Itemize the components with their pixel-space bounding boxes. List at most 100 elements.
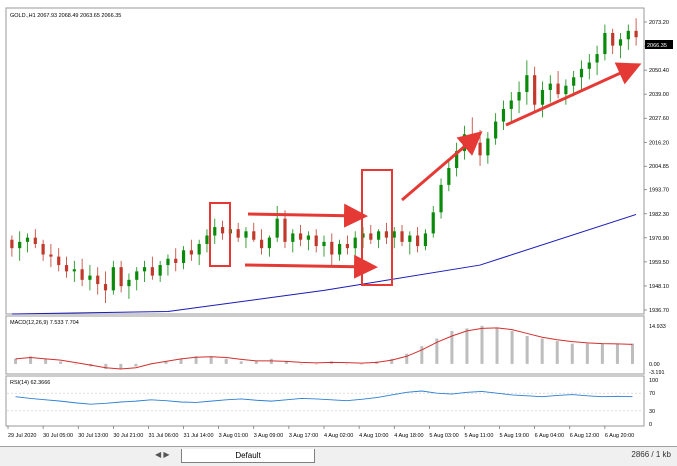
candle-body: [603, 32, 607, 55]
candle-body: [103, 284, 108, 291]
candle-body: [486, 138, 490, 156]
macd-bar: [29, 356, 33, 364]
candle-body: [41, 243, 45, 255]
time-tick-label: 6 Aug 20:00: [605, 433, 634, 439]
candle-body: [494, 121, 498, 139]
candle-body: [49, 254, 53, 257]
macd-frame: [5, 315, 645, 375]
candle-body: [275, 218, 279, 238]
time-tick-label: 3 Aug 09:00: [254, 433, 283, 439]
candle-body: [517, 92, 521, 101]
annotation-arrow-3: [401, 131, 483, 202]
macd-signal-line: [15, 327, 633, 370]
time-tick-label: 6 Aug 12:00: [570, 433, 599, 439]
candle-body: [142, 267, 147, 272]
macd-bar: [345, 363, 349, 365]
macd-bar: [209, 356, 213, 364]
rsi-tick-label: 30: [649, 409, 655, 415]
price-tick-label: 2073.20: [649, 20, 669, 26]
candle-body: [611, 32, 615, 46]
macd-bar: [194, 356, 198, 364]
candle-body: [540, 89, 545, 105]
candle-body: [181, 250, 186, 263]
macd-bar: [239, 361, 243, 364]
annotation-arrow-4: [505, 62, 642, 127]
moving-average-line: [11, 213, 637, 315]
macd-bar: [299, 363, 303, 365]
candle-body: [197, 243, 201, 255]
candle-body: [509, 100, 513, 109]
time-tick-label: 4 Aug 10:00: [359, 433, 388, 439]
candle-body: [306, 235, 310, 240]
candle-body: [392, 231, 396, 238]
macd-bar: [405, 353, 409, 364]
candle-body: [369, 233, 373, 240]
time-tick-label: 30 Jul 05:00: [43, 433, 73, 439]
candle-body: [400, 231, 404, 242]
candles: [10, 18, 638, 304]
candle-body: [564, 85, 568, 95]
candle-body: [174, 258, 178, 263]
rsi-line: [15, 390, 633, 405]
macd-bar: [600, 343, 604, 364]
macd-bar: [224, 358, 228, 364]
macd-bar: [510, 330, 514, 364]
price-tick-label: 1982.30: [649, 212, 669, 218]
price-tick-label: 1936.70: [649, 308, 669, 314]
macd-bar: [525, 335, 529, 364]
tab-default[interactable]: Default: [181, 449, 315, 463]
main-chart-frame: [5, 7, 645, 315]
candle-body: [236, 229, 240, 238]
candle-body: [111, 267, 115, 291]
macd-bar: [585, 343, 589, 364]
candle-body: [408, 235, 412, 242]
macd-bar: [435, 338, 439, 364]
price-axis: 2073.202061.802050.402039.002027.602016.…: [644, 20, 669, 314]
macd-bar: [104, 363, 108, 369]
candle-body: [80, 269, 84, 280]
current-price-label: 2066.35: [647, 43, 667, 49]
macd-bar: [59, 361, 63, 364]
status-traffic: 2866 / 1 kb: [631, 450, 671, 459]
time-tick-label: 5 Aug 11:00: [464, 433, 493, 439]
candle-body: [377, 231, 381, 240]
candle-body: [314, 235, 318, 247]
macd-bar: [540, 338, 544, 364]
candle-body: [587, 62, 591, 69]
candle-body: [618, 39, 623, 46]
macd-bar: [119, 363, 123, 369]
macd-label: MACD(12,26,9) 7.533 7.704: [10, 320, 79, 326]
macd-bar: [390, 358, 394, 364]
time-tick-label: 31 Jul 14:00: [184, 433, 214, 439]
macd-bar: [465, 328, 469, 364]
macd-bar: [360, 363, 364, 365]
candle-body: [548, 83, 552, 90]
price-tick-label: 1948.10: [649, 284, 669, 290]
candle-body: [64, 265, 69, 272]
macd-bar: [164, 361, 168, 364]
candle-body: [127, 279, 131, 287]
time-tick-label: 6 Aug 04:00: [535, 433, 564, 439]
candle-body: [595, 54, 599, 63]
candle-body: [259, 239, 264, 249]
time-tick-label: 30 Jul 13:00: [78, 433, 108, 439]
candle-body: [205, 235, 209, 244]
candle-body: [501, 108, 506, 122]
rsi-tick-label: 100: [649, 378, 658, 384]
candle-body: [330, 241, 334, 255]
price-tick-label: 1993.70: [649, 188, 669, 194]
macd-bar: [570, 343, 574, 364]
time-tick-label: 4 Aug 02:00: [324, 433, 353, 439]
candle-body: [166, 258, 170, 266]
candle-body: [10, 239, 14, 249]
price-tick-label: 1959.50: [649, 260, 669, 266]
current-price-box: [645, 40, 673, 49]
time-tick-label: 3 Aug 01:00: [219, 433, 248, 439]
macd-bar: [74, 363, 78, 365]
price-tick-label: 1970.90: [649, 236, 669, 242]
macd-bar: [480, 325, 484, 364]
candle-body: [213, 227, 217, 236]
tab-scroll-arrows[interactable]: ◀ ▶: [155, 450, 170, 459]
candle-body: [338, 243, 342, 255]
candle-body: [572, 77, 576, 86]
